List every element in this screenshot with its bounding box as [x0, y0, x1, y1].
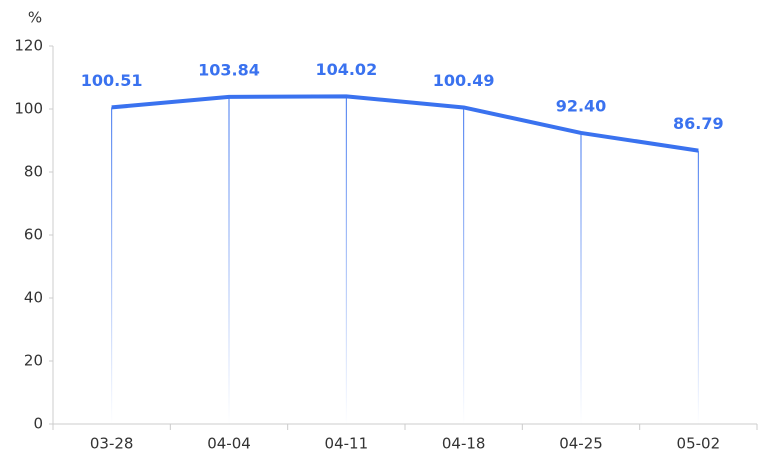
x-tick-label: 03-28 [90, 435, 134, 453]
value-label: 104.02 [315, 60, 377, 79]
y-tick-label: 120 [14, 37, 43, 55]
x-tick-label: 04-04 [207, 435, 251, 453]
y-tick-label: 0 [33, 415, 43, 433]
x-tick-label: 04-11 [325, 435, 369, 453]
value-label: 86.79 [673, 114, 724, 133]
y-axis-unit: % [28, 9, 42, 27]
value-label: 100.51 [81, 71, 143, 90]
y-tick-label: 20 [24, 352, 43, 370]
y-tick-label: 80 [24, 163, 43, 181]
y-tick-label: 100 [14, 100, 43, 118]
x-tick-label: 04-18 [442, 435, 486, 453]
y-tick-label: 60 [24, 226, 43, 244]
x-tick-label: 05-02 [677, 435, 721, 453]
y-tick-label: 40 [24, 289, 43, 307]
value-label: 100.49 [433, 71, 495, 90]
value-label: 103.84 [198, 60, 260, 79]
x-tick-label: 04-25 [559, 435, 603, 453]
line [111, 94, 699, 153]
value-label: 92.40 [556, 96, 607, 115]
